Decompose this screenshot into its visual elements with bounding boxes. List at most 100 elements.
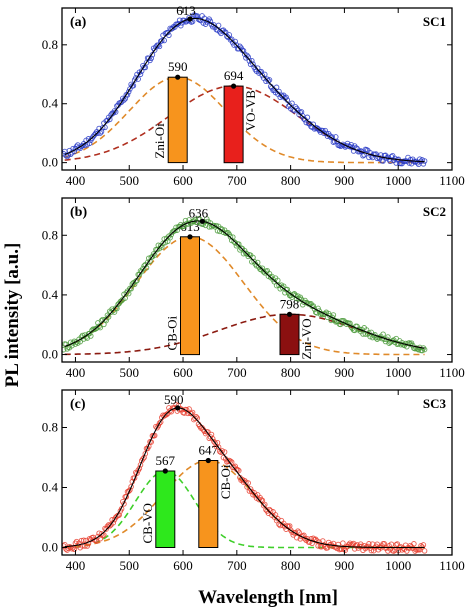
- bar-647: [198, 460, 219, 548]
- data-point: [265, 78, 272, 84]
- fit-curve: [64, 407, 425, 549]
- component-curve-2: [64, 313, 425, 356]
- x-tick-label: 1000: [385, 365, 411, 380]
- y-tick-label: 0.0: [42, 155, 58, 170]
- data-point: [418, 543, 424, 549]
- data-point: [360, 153, 366, 159]
- fit-curve: [64, 17, 425, 163]
- data-point: [340, 540, 346, 546]
- bar-567: [155, 470, 176, 548]
- data-point: [85, 540, 92, 547]
- data-point: [125, 89, 132, 95]
- data-point: [140, 265, 146, 272]
- sample-label: SC1: [423, 14, 446, 29]
- data-point: [211, 438, 217, 445]
- x-tick-label: 600: [173, 173, 193, 188]
- bar-peak-label: 567: [156, 453, 176, 468]
- bar-peak-label: 694: [224, 68, 244, 83]
- data-point: [188, 410, 195, 417]
- data-point: [138, 268, 145, 275]
- data-point: [421, 158, 428, 164]
- x-tick-label: 500: [119, 558, 139, 573]
- data-point: [367, 149, 373, 156]
- data-point: [289, 100, 295, 106]
- x-tick-label: 500: [119, 365, 139, 380]
- x-tick-label: 600: [173, 558, 193, 573]
- data-point: [335, 541, 341, 548]
- x-tick-label: 400: [66, 558, 86, 573]
- data-point: [96, 323, 102, 330]
- bar-label: CB-Oi: [218, 464, 233, 499]
- data-point: [192, 415, 198, 422]
- y-tick-label: 0.0: [42, 347, 58, 362]
- data-point: [140, 456, 146, 462]
- data-point: [209, 435, 216, 442]
- data-point: [212, 440, 218, 446]
- data-point: [150, 251, 157, 257]
- bar-798: [279, 313, 300, 356]
- data-point: [246, 58, 253, 64]
- data-point: [322, 127, 328, 134]
- x-tick-label: 400: [66, 173, 86, 188]
- data-point: [155, 423, 162, 429]
- bar-marker-694: [231, 83, 237, 89]
- data-point: [304, 114, 311, 121]
- x-tick-label: 600: [173, 365, 193, 380]
- data-point: [366, 330, 372, 336]
- y-tick-label: 0.8: [42, 420, 58, 435]
- panel-sc3: 567 CB-VO 647 CB-Oi 590 400 500 600 700 800 900 100…: [42, 389, 465, 573]
- bar-label: Zni-Oi: [152, 123, 167, 159]
- data-point: [128, 483, 134, 490]
- data-point: [172, 227, 178, 234]
- data-point: [102, 317, 108, 323]
- data-point: [233, 42, 240, 48]
- component-curve-1: [64, 470, 425, 549]
- data-point: [329, 543, 336, 549]
- plot-frame: [61, 389, 453, 556]
- plot-frame: [61, 7, 453, 171]
- data-point: [142, 450, 149, 457]
- x-tick-label: 1100: [439, 558, 465, 573]
- bar-marker-567: [162, 468, 168, 474]
- data-point: [111, 108, 118, 114]
- x-tick-label: 400: [66, 365, 86, 380]
- bar-613: [180, 236, 200, 356]
- data-point: [107, 523, 113, 529]
- data-point: [156, 420, 163, 426]
- total-peak-label: 590: [164, 392, 184, 407]
- data-point: [421, 548, 428, 554]
- data-point: [315, 543, 321, 549]
- data-point: [97, 324, 104, 331]
- data-point: [421, 346, 428, 353]
- data-point: [260, 269, 267, 275]
- y-tick-label: 0.4: [42, 287, 59, 302]
- data-point: [330, 312, 337, 318]
- data-point: [250, 61, 256, 67]
- component-curve-1: [64, 76, 425, 164]
- data-point: [283, 94, 289, 100]
- x-tick-label: 700: [227, 173, 247, 188]
- data-point: [368, 547, 375, 554]
- sample-label: SC3: [423, 396, 447, 411]
- data-point: [163, 411, 170, 418]
- x-tick-label: 800: [281, 173, 301, 188]
- bar-marker-647: [205, 457, 211, 464]
- data-point: [333, 134, 339, 140]
- x-tick-label: 1100: [439, 173, 465, 188]
- data-point: [311, 306, 318, 312]
- panel-tag: (b): [70, 205, 87, 220]
- panel-tag: (a): [70, 15, 87, 30]
- bar-marker-798: [286, 311, 293, 317]
- y-tick-label: 0.4: [42, 96, 59, 111]
- x-tick-label: 1100: [439, 365, 465, 380]
- data-point: [178, 22, 184, 29]
- data-point: [380, 158, 386, 164]
- y-tick-label: 0.8: [42, 37, 58, 52]
- bar-label: Zni-VO: [299, 318, 314, 359]
- bar-peak-label: 647: [199, 443, 219, 458]
- data-point: [165, 29, 171, 36]
- fit-curve: [64, 220, 425, 349]
- data-point: [103, 526, 109, 532]
- data-point: [348, 141, 354, 148]
- y-tick-label: 0.8: [42, 227, 58, 242]
